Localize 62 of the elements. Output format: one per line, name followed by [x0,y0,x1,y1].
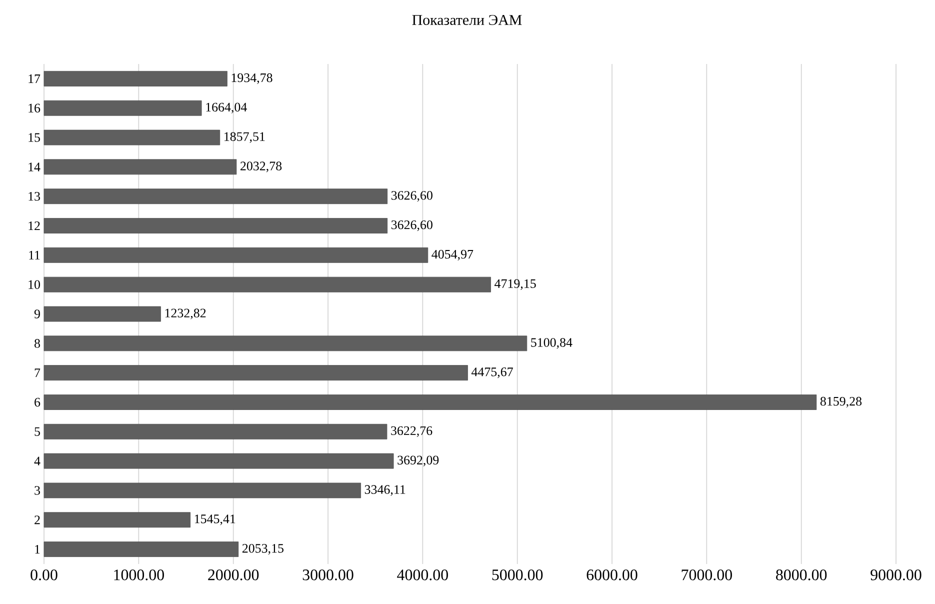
bar [44,130,220,146]
data-label: 5100,84 [531,338,572,349]
x-tick-label: 0.00 [30,570,58,580]
y-tick-label: 12 [28,221,40,230]
data-label: 1232,82 [165,308,206,320]
bar [44,188,388,204]
y-tick-label: 3 [34,486,40,495]
bar [44,306,161,322]
y-tick-label: 15 [28,133,40,142]
y-tick-label: 9 [34,310,40,318]
x-tick-label: 8000.00 [776,570,827,580]
bar [44,542,239,557]
data-label: 1664,04 [206,102,247,114]
y-tick-label: 1 [35,545,40,554]
data-label: 3626,60 [391,191,432,202]
x-tick-label: 4000.00 [397,570,448,580]
bar [44,512,191,528]
data-label: 1934,78 [232,73,272,84]
bar [44,276,491,292]
y-tick-label: 8 [34,339,40,348]
chart-title: Показатели ЭАМ [412,14,522,26]
x-tick-label: 5000.00 [492,570,543,580]
y-tick-label: 2 [34,516,40,524]
y-tick-label: 7 [34,368,40,378]
x-tick-label: 6000.00 [586,570,638,580]
bar [44,394,817,410]
bar [44,100,202,116]
y-tick-label: 4 [34,456,40,466]
data-label: 2032,78 [240,162,282,172]
data-label: 1857,51 [224,132,265,143]
bar [44,453,394,469]
x-tick-label: 1000.00 [114,570,164,580]
bar [44,482,361,498]
y-tick-label: 11 [29,250,40,260]
bar [44,70,228,86]
data-label: 3626,60 [391,220,432,232]
y-tick-label: 5 [34,427,40,436]
x-tick-label: 3000.00 [302,570,354,580]
data-label: 4475,67 [471,368,513,378]
x-tick-label: 2000.00 [208,570,259,580]
bar [44,336,528,352]
y-tick-label: 16 [28,104,40,112]
data-label: 2053,15 [242,544,284,555]
data-label: 1545,41 [194,514,236,526]
y-tick-label: 10 [28,280,40,289]
x-tick-label: 9000.00 [870,570,922,580]
data-label: 3346,11 [364,485,406,496]
y-tick-label: 13 [28,192,40,201]
bar [44,159,237,175]
y-tick-label: 14 [28,162,40,172]
data-label: 8159,28 [820,396,862,408]
bar [44,247,428,263]
data-label: 4719,15 [494,279,536,290]
bar [44,218,388,234]
y-tick-label: 17 [28,74,40,83]
y-tick-label: 6 [34,398,40,407]
bar [44,424,388,440]
data-label: 4054,97 [432,250,474,260]
bar [44,365,468,381]
data-label: 3692,09 [398,456,439,466]
x-tick-label: 7000.00 [682,570,732,580]
data-label: 3622,76 [391,426,432,437]
